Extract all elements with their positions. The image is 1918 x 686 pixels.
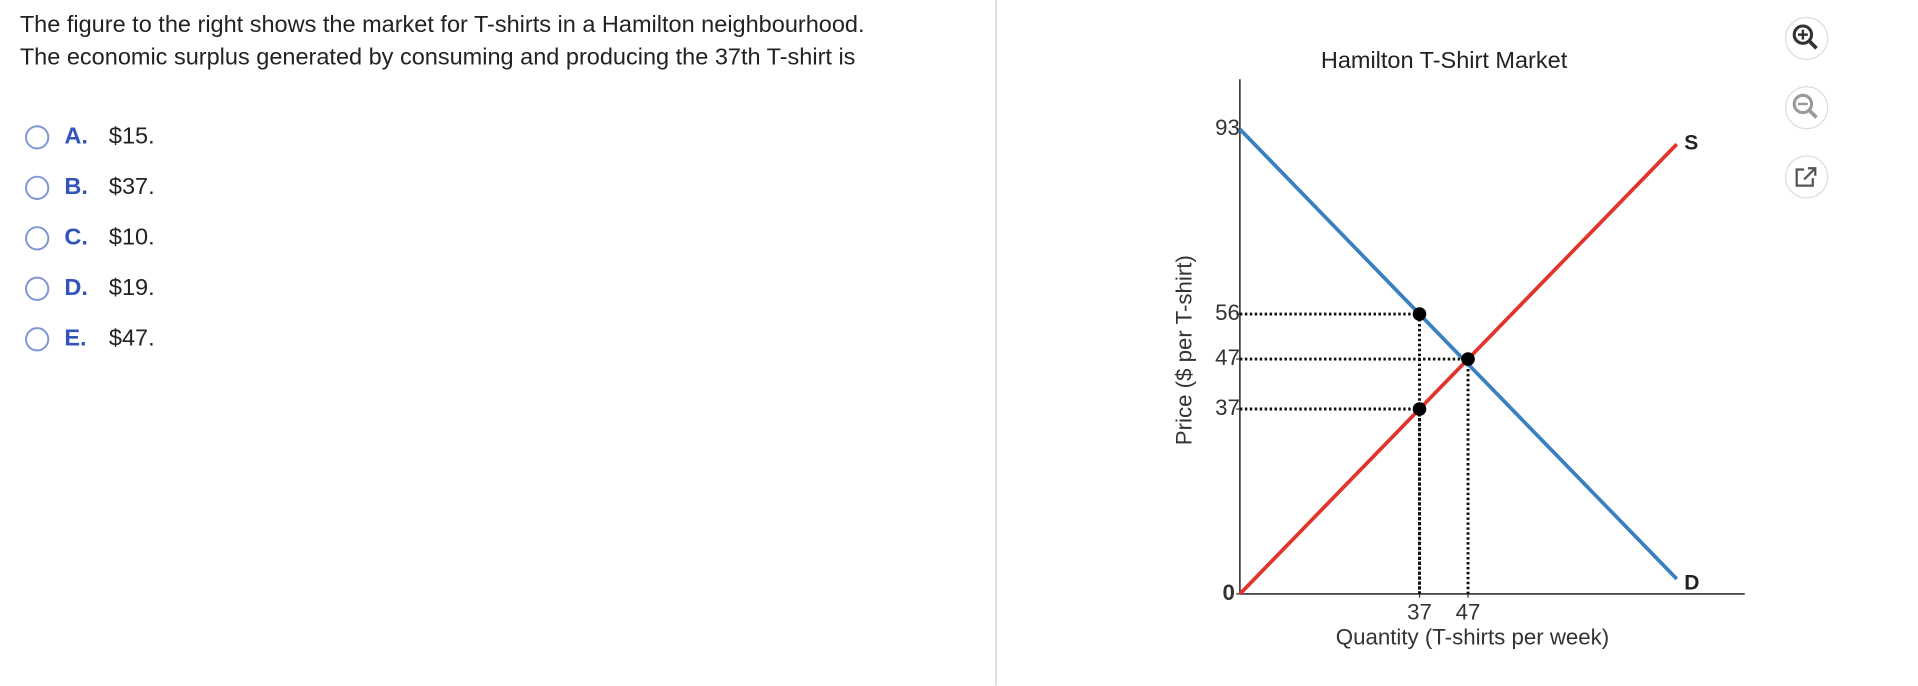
option-letter: C. xyxy=(64,224,88,250)
option-text: $47. xyxy=(109,324,155,350)
option-letter: B. xyxy=(64,173,88,199)
option-text: $15. xyxy=(109,123,155,149)
y-tick-label: 93 xyxy=(1215,115,1240,140)
point xyxy=(1412,402,1427,416)
point xyxy=(1412,307,1427,321)
option-letter: A. xyxy=(64,123,88,149)
question-line: The figure to the right shows the market… xyxy=(20,11,865,37)
series-line xyxy=(1238,142,1679,596)
zoom-in[interactable] xyxy=(1784,16,1829,61)
chart-title: Hamilton T-Shirt Market xyxy=(1321,47,1568,73)
y-tick-label: 47 xyxy=(1215,345,1240,370)
option-text: $10. xyxy=(109,224,155,250)
open-external[interactable] xyxy=(1784,155,1829,199)
radio-button[interactable] xyxy=(25,226,50,251)
x-tick-label: 47 xyxy=(1456,600,1481,625)
option-letter: D. xyxy=(64,274,88,300)
question-line: The economic surplus generated by consum… xyxy=(20,43,856,69)
y-axis-label: Price ($ per T-shirt) xyxy=(1171,255,1196,445)
series-line xyxy=(1238,127,1679,581)
zoom-out[interactable] xyxy=(1784,85,1829,130)
radio-button[interactable] xyxy=(25,125,50,150)
y-tick-label: 56 xyxy=(1215,300,1240,325)
series-label: S xyxy=(1684,132,1698,155)
option-text: $37. xyxy=(109,173,155,199)
x-axis-label: Quantity (T-shirts per week) xyxy=(1336,624,1609,649)
x-tick-label: 37 xyxy=(1407,600,1432,625)
radio-button[interactable] xyxy=(25,175,50,200)
y-tick-label: 37 xyxy=(1215,395,1240,420)
series-label: D xyxy=(1684,571,1699,594)
point xyxy=(1461,352,1475,366)
radio-button[interactable] xyxy=(25,276,50,301)
option-letter: E. xyxy=(64,324,86,350)
y-tick-label: 0 xyxy=(1223,580,1235,605)
radio-button[interactable] xyxy=(25,327,50,352)
option-text: $19. xyxy=(109,274,155,300)
